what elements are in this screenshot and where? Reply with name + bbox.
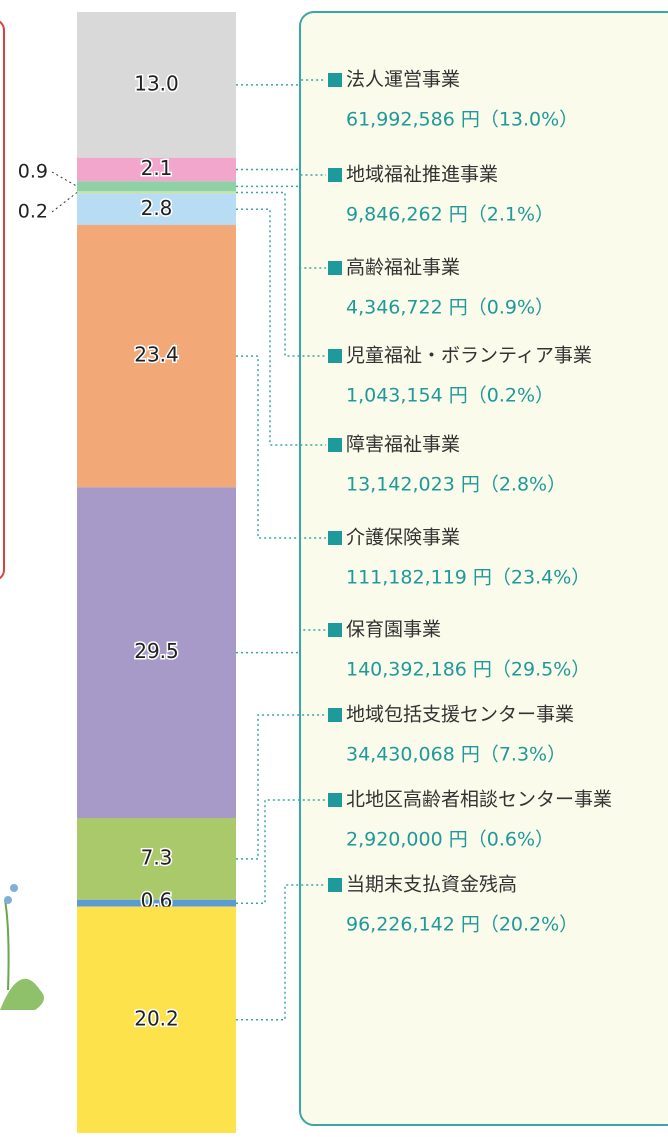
legend-detail: 9,846,262 円（2.1%） <box>346 204 554 226</box>
legend-marker <box>328 793 342 807</box>
legend-marker <box>328 261 342 275</box>
legend-detail: 34,430,068 円（7.3%） <box>346 744 566 766</box>
segment-label: 29.5 <box>134 639 179 663</box>
legend-detail: 111,182,119 円（23.4%） <box>346 567 590 589</box>
legend-name: 児童福祉・ボランティア事業 <box>346 345 592 367</box>
decor-frame <box>0 20 4 580</box>
segment-label: 20.2 <box>134 1006 179 1030</box>
legend-marker <box>328 708 342 722</box>
segment-label: 13.0 <box>134 71 179 95</box>
legend-detail: 2,920,000 円（0.6%） <box>346 829 554 851</box>
legend-name: 地域包括支援センター事業 <box>346 704 574 726</box>
bar-segment <box>77 181 236 191</box>
chart: 13.0 法人運営事業 61,992,586 円（13.0%） 2.1 地域福祉推進事業… <box>0 0 668 1133</box>
side-label: 0.9 <box>18 161 48 183</box>
legend-marker <box>328 623 342 637</box>
side-label: 0.2 <box>18 201 48 223</box>
legend-name: 北地区高齢者相談センター事業 <box>346 789 612 811</box>
legend-name: 高齢福祉事業 <box>346 257 460 279</box>
legend-name: 法人運営事業 <box>346 69 460 91</box>
plant-decor <box>0 884 44 1010</box>
legend-detail: 13,142,023 円（2.8%） <box>346 474 566 496</box>
page: {"chart_data": {"type": "stacked-bar", "… <box>0 0 668 1133</box>
legend-marker <box>328 73 342 87</box>
legend-name: 当期末支払資金残高 <box>346 874 517 896</box>
legend-marker <box>328 349 342 363</box>
legend-marker <box>328 531 342 545</box>
legend-detail: 140,392,186 円（29.5%） <box>346 659 590 681</box>
legend-name: 保育園事業 <box>346 619 441 641</box>
legend-marker <box>328 878 342 892</box>
legend-detail: 96,226,142 円（20.2%） <box>346 914 578 936</box>
leader <box>52 192 77 212</box>
legend-marker <box>328 168 342 182</box>
legend-detail: 1,043,154 円（0.2%） <box>346 385 554 407</box>
legend-detail: 61,992,586 円（13.0%） <box>346 109 578 131</box>
legend-name: 介護保険事業 <box>346 527 460 549</box>
legend-name: 障害福祉事業 <box>346 434 460 456</box>
leader <box>52 172 77 186</box>
segment-label: 2.8 <box>141 196 173 220</box>
segment-label: 2.1 <box>141 156 173 180</box>
legend-detail: 4,346,722 円（0.9%） <box>346 297 554 319</box>
segment-label: 23.4 <box>134 343 179 367</box>
legend-name: 地域福祉推進事業 <box>346 164 498 186</box>
segment-label: 7.3 <box>141 845 173 869</box>
bar-segment <box>77 191 236 193</box>
legend-marker <box>328 438 342 452</box>
